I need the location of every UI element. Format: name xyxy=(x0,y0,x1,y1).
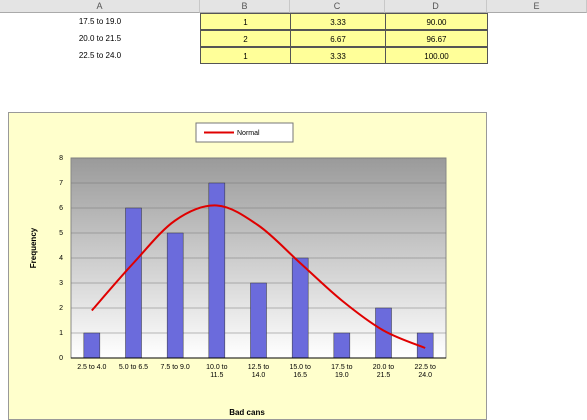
chart: Frequency Bad cans 0 1 2 3 4 5 6 7 8 Normal 2.5 t… xyxy=(8,112,487,420)
x-tick-label: 5.0 to 6.5 xyxy=(118,364,149,371)
x-tick-label: 15.0 to 16.5 xyxy=(289,364,311,379)
x-axis-label: Bad cans xyxy=(229,408,265,417)
x-tick-label: 20.0 to 21.5 xyxy=(372,364,395,379)
legend xyxy=(195,122,294,143)
bar xyxy=(333,332,351,359)
x-tick-label: 17.5 to 19.0 xyxy=(331,364,353,379)
cell: 20.0 to 21.5 xyxy=(78,34,122,43)
column-header: B xyxy=(200,0,290,13)
column-header: E xyxy=(487,0,587,13)
chart-svg: Frequency Bad cans 0 1 2 3 4 5 6 7 8 Normal xyxy=(29,122,447,417)
cell: 6.67 xyxy=(290,30,386,47)
y-tick-label: 0 xyxy=(59,355,63,362)
column-header: D xyxy=(385,0,487,13)
legend-label: Normal xyxy=(237,130,260,137)
x-tick-label: 12.5 to 14.0 xyxy=(247,364,270,379)
y-axis-label: Frequency xyxy=(29,227,38,268)
y-tick-label: 4 xyxy=(59,255,63,262)
bar xyxy=(208,182,226,359)
x-tick-label: 2.5 to 4.0 xyxy=(77,364,107,371)
cell: 17.5 to 19.0 xyxy=(78,17,122,26)
spreadsheet: A B C D E 17.5 to 19.0 1 3.33 90.00 20.0 to 21.5 2… xyxy=(0,0,587,112)
cell: 90.00 xyxy=(385,13,488,30)
bar xyxy=(166,232,184,359)
bar xyxy=(125,207,142,359)
cell: 96.67 xyxy=(385,30,488,47)
y-tick-label: 5 xyxy=(59,230,63,237)
bar xyxy=(250,282,267,359)
cell: 22.5 to 24.0 xyxy=(78,51,122,60)
y-tick-label: 8 xyxy=(59,155,63,162)
column-header: A xyxy=(0,0,200,13)
x-tick-label: 7.5 to 9.0 xyxy=(160,364,190,371)
y-tick-label: 1 xyxy=(59,330,63,337)
x-tick-label: 22.5 to 24.0 xyxy=(414,364,436,379)
cell: 1 xyxy=(200,13,291,30)
bar xyxy=(291,257,309,359)
cell: 100.00 xyxy=(385,47,488,64)
cell: 3.33 xyxy=(290,13,386,30)
cell: 3.33 xyxy=(290,47,386,64)
line xyxy=(91,204,426,349)
bar xyxy=(83,332,101,359)
cell: 1 xyxy=(200,47,291,64)
y-tick-label: 2 xyxy=(59,305,63,312)
y-tick-label: 6 xyxy=(59,205,63,212)
cell: 2 xyxy=(200,30,291,47)
y-tick-label: 7 xyxy=(59,180,63,187)
column-header: C xyxy=(290,0,385,13)
y-tick-label: 3 xyxy=(59,280,63,287)
x-tick-label: 10.0 to 11.5 xyxy=(206,364,228,379)
